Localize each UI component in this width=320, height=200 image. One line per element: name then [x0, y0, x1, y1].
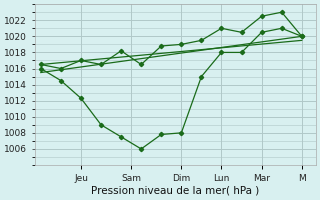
X-axis label: Pression niveau de la mer( hPa ): Pression niveau de la mer( hPa ) — [91, 186, 260, 196]
